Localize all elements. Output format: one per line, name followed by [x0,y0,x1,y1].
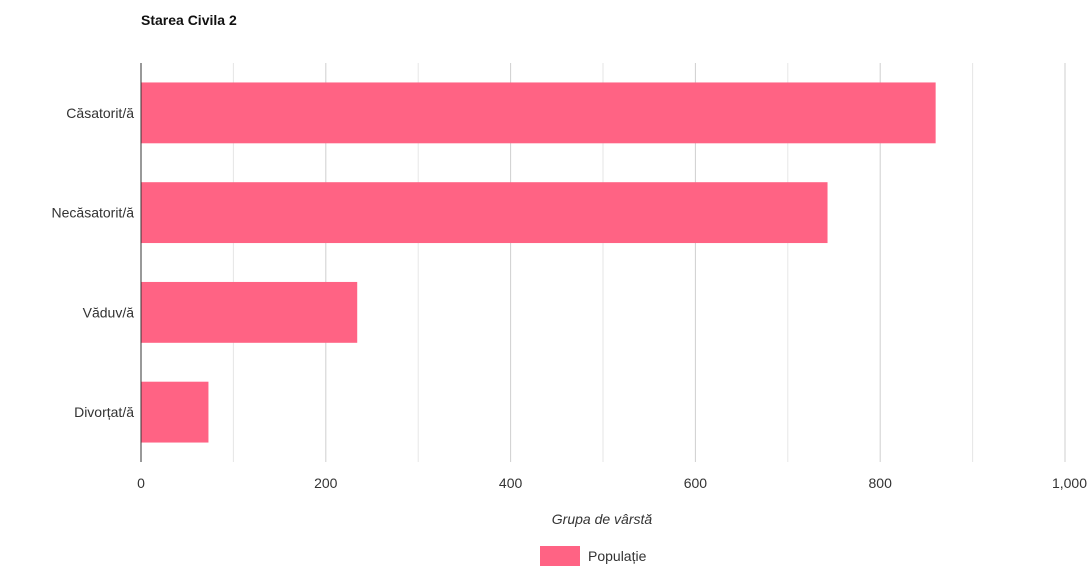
bars [141,82,936,443]
bar-4[interactable] [141,381,209,443]
legend-label[interactable]: Populație [588,548,647,564]
legend-swatch[interactable] [540,546,580,566]
x-tick-label: 200 [314,475,338,491]
x-tick-label: 1,000 [1052,475,1087,491]
bar-2[interactable] [141,182,828,244]
category-label: Divorțat/ă [74,404,134,420]
legend[interactable]: Populație [540,546,647,566]
category-labels: Căsatorit/ă Necăsatorit/ă Văduv/ă Divorțat/… [52,105,135,420]
category-label: Căsatorit/ă [66,105,134,121]
category-label: Necăsatorit/ă [52,205,135,221]
x-tick-label: 800 [869,475,893,491]
chart-title: Starea Civila 2 [141,12,237,28]
x-axis-label: Grupa de vârstă [552,511,653,527]
bar-3[interactable] [141,281,358,343]
x-tick-labels: 0 200 400 600 800 1,000 [137,475,1087,491]
category-label: Văduv/ă [83,304,135,320]
x-tick-label: 0 [137,475,145,491]
x-tick-label: 600 [684,475,708,491]
x-tick-label: 400 [499,475,523,491]
bar-1[interactable] [141,82,936,144]
